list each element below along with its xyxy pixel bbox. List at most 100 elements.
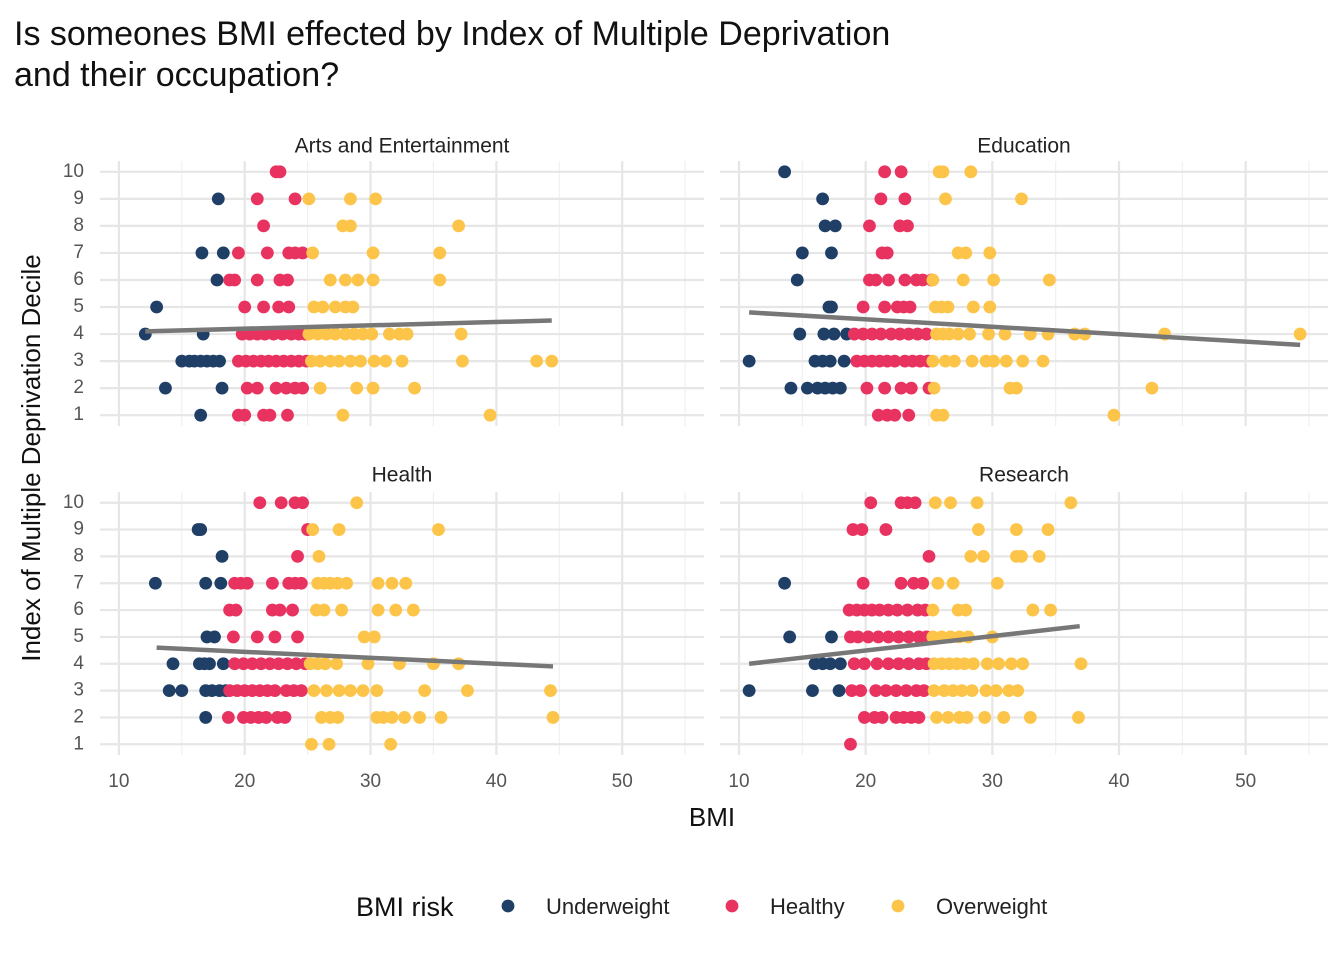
data-point: [214, 576, 228, 590]
data-point: [742, 354, 756, 368]
data-point: [902, 657, 916, 671]
data-point: [966, 300, 980, 314]
data-point: [361, 657, 375, 671]
y-tick-label: 9: [73, 519, 84, 540]
facet-strip-label: Research: [979, 464, 1069, 487]
data-point: [892, 630, 905, 644]
data-point: [997, 711, 1011, 724]
facet-strip-label: Education: [977, 135, 1070, 158]
data-point: [823, 354, 837, 368]
data-point: [279, 381, 293, 395]
data-point: [400, 327, 414, 341]
y-tick-label: 10: [63, 492, 84, 513]
data-point: [433, 273, 447, 287]
data-point: [989, 684, 1003, 697]
data-point: [312, 550, 326, 563]
data-point: [902, 327, 916, 341]
legend: BMI risk Underweight Healthy Overweight: [356, 892, 1047, 922]
data-point: [1002, 684, 1016, 697]
data-point: [947, 354, 961, 368]
data-point: [291, 550, 304, 563]
data-point: [930, 711, 943, 724]
data-point: [979, 684, 993, 697]
data-point: [833, 381, 847, 395]
series-overweight: [303, 496, 560, 751]
data-point: [894, 576, 908, 590]
data-point: [346, 300, 360, 314]
data-point: [322, 737, 336, 751]
data-point: [908, 496, 922, 510]
data-point: [289, 657, 303, 671]
data-point: [992, 657, 1006, 671]
data-point: [274, 496, 288, 510]
data-point: [1293, 327, 1307, 341]
data-point: [162, 684, 176, 697]
data-point: [320, 327, 333, 341]
data-point: [1042, 273, 1056, 287]
data-point: [778, 165, 791, 179]
data-point: [856, 300, 870, 314]
series-overweight: [926, 496, 1088, 724]
data-point: [347, 327, 361, 341]
data-point: [817, 327, 831, 341]
data-point: [1064, 496, 1078, 510]
series-healthy: [842, 496, 936, 751]
data-point: [1026, 603, 1040, 617]
data-point: [825, 630, 838, 644]
data-point: [888, 408, 902, 422]
data-point: [1032, 550, 1046, 563]
data-point: [199, 576, 213, 590]
y-tick-label: 7: [73, 572, 84, 593]
trend-line: [156, 645, 554, 669]
data-point: [350, 496, 364, 510]
data-point: [878, 381, 892, 395]
chart-title-line-1: Is someones BMI effected by Index of Mul…: [14, 15, 890, 53]
data-point: [1015, 550, 1028, 563]
data-point: [936, 165, 950, 179]
x-tick-label: 30: [982, 771, 1003, 792]
data-point: [216, 246, 230, 260]
data-point: [365, 327, 379, 341]
data-point: [296, 496, 309, 510]
data-point: [858, 657, 871, 671]
data-point: [936, 408, 950, 422]
data-point: [902, 408, 916, 422]
data-point: [432, 523, 445, 536]
data-point: [806, 684, 819, 697]
data-point: [454, 327, 468, 341]
data-point: [351, 273, 365, 287]
data-point: [344, 354, 357, 368]
data-point: [354, 354, 367, 368]
data-point: [964, 165, 978, 179]
data-point: [882, 603, 895, 617]
data-point: [939, 192, 952, 206]
data-point: [240, 576, 254, 590]
data-point: [323, 273, 337, 287]
data-point: [238, 300, 252, 314]
data-point: [1145, 381, 1159, 395]
data-point: [926, 630, 940, 644]
data-point: [546, 711, 560, 724]
data-point: [213, 354, 226, 368]
data-point: [1074, 657, 1088, 671]
data-point: [958, 657, 971, 671]
data-point: [901, 219, 914, 233]
data-point: [893, 327, 907, 341]
data-point: [330, 657, 343, 671]
data-point: [338, 273, 352, 287]
data-point: [966, 657, 980, 671]
data-point: [369, 192, 382, 206]
data-point: [320, 684, 333, 697]
data-point: [272, 657, 286, 671]
y-tick-label: 5: [73, 626, 84, 647]
data-point: [854, 684, 867, 697]
data-point: [356, 327, 370, 341]
data-point: [901, 603, 914, 617]
data-point: [783, 630, 797, 644]
data-point: [257, 219, 270, 233]
data-point: [847, 657, 861, 671]
data-point: [845, 684, 859, 697]
data-point: [315, 711, 328, 724]
data-point: [916, 273, 930, 287]
data-point: [1036, 354, 1050, 368]
